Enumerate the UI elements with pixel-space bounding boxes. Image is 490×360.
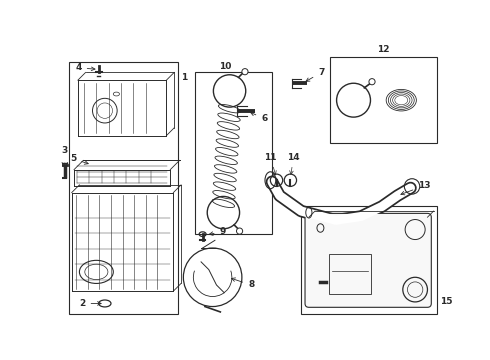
Circle shape [237, 228, 243, 234]
Text: 11: 11 [264, 153, 277, 175]
Text: 4: 4 [75, 63, 95, 72]
Bar [301, 206, 437, 314]
Bar [69, 62, 178, 314]
Text: 12: 12 [377, 45, 390, 54]
FancyBboxPatch shape [305, 213, 431, 307]
Circle shape [242, 69, 248, 75]
Text: 7: 7 [306, 68, 324, 81]
Bar [195, 72, 272, 234]
Bar [330, 57, 437, 143]
Text: 1: 1 [181, 73, 187, 82]
Bar [329, 254, 371, 294]
Text: 14: 14 [287, 153, 300, 175]
Text: 10: 10 [220, 62, 232, 71]
Text: 5: 5 [70, 154, 88, 164]
Text: 8: 8 [232, 278, 254, 289]
Text: 9: 9 [209, 228, 226, 237]
Text: 6: 6 [251, 112, 268, 123]
Text: 13: 13 [401, 181, 431, 195]
Text: 2: 2 [79, 299, 101, 308]
Circle shape [369, 78, 375, 85]
Text: 15: 15 [440, 297, 452, 306]
Text: 3: 3 [62, 146, 68, 155]
